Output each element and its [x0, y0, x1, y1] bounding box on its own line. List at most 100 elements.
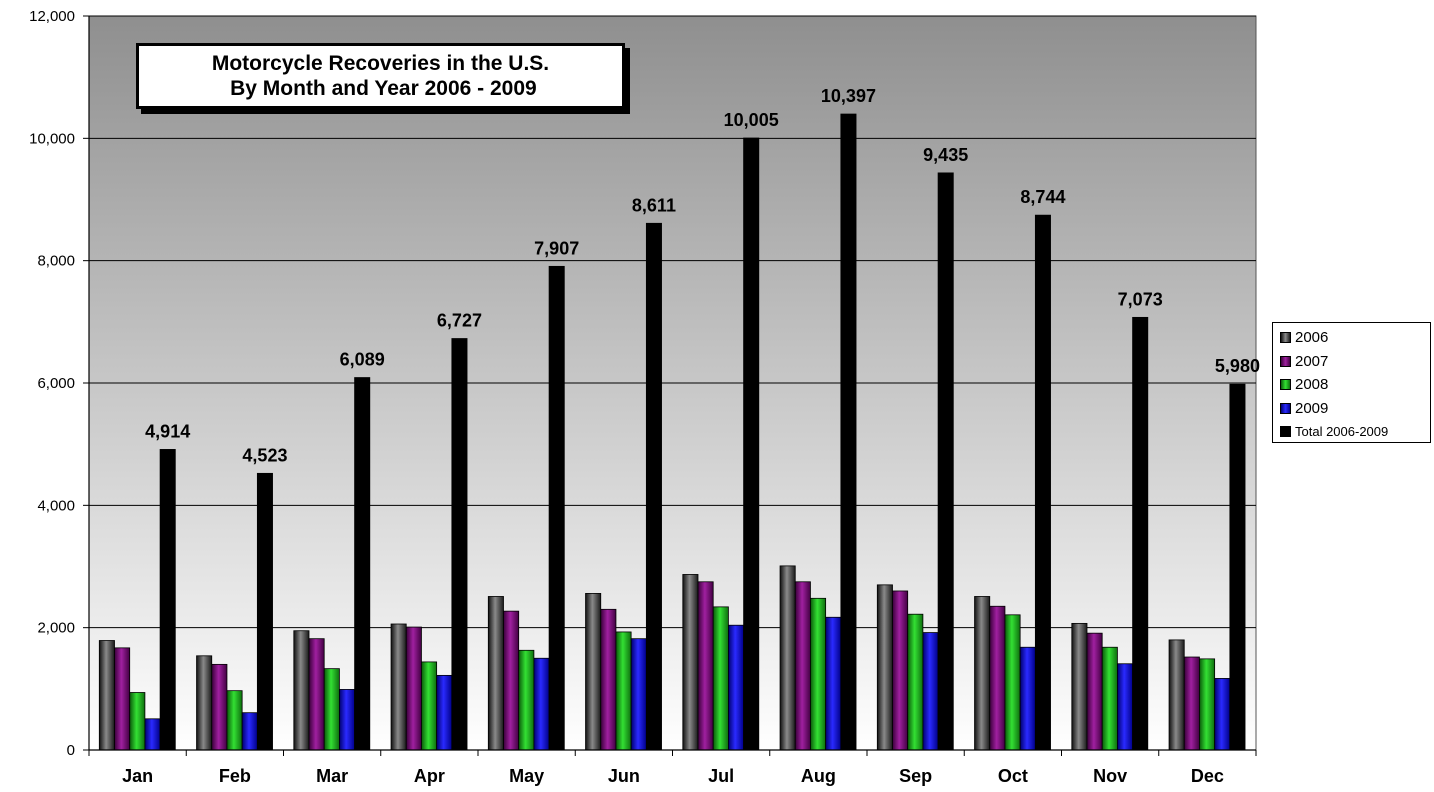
bar-2006-jun: [585, 593, 602, 751]
data-label-total: 9,435: [923, 145, 968, 165]
bar-2006-mar: [293, 630, 310, 751]
bar-total-2006-2009-oct: [1034, 214, 1051, 751]
bar-2007-mar: [308, 638, 325, 751]
bar-total-2006-2009-jul: [743, 137, 760, 751]
bar-total-2006-2009-may: [548, 265, 565, 751]
bar-2007-jul: [697, 581, 714, 751]
bar-2006-apr: [390, 623, 407, 751]
data-label-total: 5,980: [1215, 356, 1260, 376]
x-tick-label: Jun: [608, 766, 640, 786]
bar-2009-may: [533, 657, 550, 751]
bar-total-2006-2009-nov: [1132, 316, 1149, 751]
y-tick-label: 10,000: [29, 130, 75, 147]
x-tick-label: Sep: [899, 766, 932, 786]
bar-total-2006-2009-feb: [256, 472, 273, 751]
legend: 2006 2007 2008 2009 Total 2006-2009: [1272, 322, 1431, 443]
bar-2008-nov: [1101, 646, 1118, 751]
bar-total-2006-2009-dec: [1229, 383, 1246, 751]
x-tick-label: Nov: [1093, 766, 1127, 786]
y-tick-label: 6,000: [37, 375, 75, 392]
data-label-total: 8,611: [632, 195, 676, 215]
bar-2009-feb: [241, 712, 258, 751]
bar-2008-may: [518, 649, 535, 751]
bar-2007-nov: [1086, 632, 1103, 751]
bar-total-2006-2009-jun: [645, 222, 662, 751]
bar-2006-jul: [682, 574, 699, 751]
legend-label-total: Total 2006-2009: [1295, 424, 1389, 440]
x-tick-label: Jul: [708, 766, 734, 786]
bar-2006-feb: [196, 655, 213, 751]
bar-2006-nov: [1071, 622, 1088, 751]
bar-2006-aug: [779, 565, 796, 751]
legend-label-2006: 2006: [1295, 329, 1329, 347]
bar-2008-apr: [421, 661, 438, 751]
data-label-total: 4,523: [242, 445, 287, 465]
chart-title-line-2: By Month and Year 2006 - 2009: [224, 77, 537, 100]
bar-2009-jan: [144, 718, 161, 751]
bar-2008-sep: [907, 613, 924, 751]
x-tick-label: Dec: [1191, 766, 1224, 786]
legend-label-2009: 2009: [1295, 399, 1329, 417]
bar-2008-jul: [712, 606, 729, 751]
legend-item-2006: 2006: [1273, 326, 1430, 350]
bar-total-2006-2009-aug: [840, 113, 857, 751]
bar-2009-oct: [1019, 646, 1036, 751]
legend-swatch-2009: [1280, 402, 1291, 414]
legend-label-2008: 2008: [1295, 376, 1329, 394]
bar-2008-jan: [129, 692, 146, 751]
y-tick-label: 4,000: [37, 497, 75, 514]
bar-total-2006-2009-jan: [159, 449, 176, 751]
legend-item-2009: 2009: [1273, 397, 1430, 421]
data-label-total: 4,914: [145, 421, 190, 441]
bar-2009-dec: [1214, 678, 1231, 751]
bar-2007-jan: [114, 647, 131, 751]
bar-2009-sep: [922, 632, 939, 751]
bar-2008-jun: [615, 631, 632, 751]
x-tick-label: Mar: [316, 766, 348, 786]
data-label-total: 10,005: [724, 110, 779, 130]
bar-2006-jan: [98, 640, 115, 751]
bar-2009-mar: [338, 689, 355, 751]
bar-2009-jun: [630, 638, 647, 751]
bar-total-2006-2009-mar: [354, 377, 371, 751]
bar-2007-sep: [892, 590, 909, 751]
legend-item-2007: 2007: [1273, 350, 1430, 374]
y-tick-label: 0: [67, 742, 75, 759]
bar-2006-oct: [974, 596, 991, 751]
bar-2009-aug: [825, 616, 842, 751]
bar-2008-dec: [1199, 658, 1216, 751]
bar-2007-aug: [794, 581, 811, 751]
bar-2007-feb: [211, 663, 228, 751]
data-labels: 4,914 4,523 6,089 6,727 7,907 8,611 10,005 10,3…: [145, 86, 1260, 465]
bar-2009-nov: [1117, 663, 1134, 751]
bars: [98, 113, 1246, 751]
bar-2007-oct: [989, 605, 1006, 751]
bar-2007-apr: [405, 626, 422, 751]
x-tick-label: Apr: [414, 766, 445, 786]
x-tick-label: Aug: [801, 766, 836, 786]
data-label-total: 6,089: [340, 350, 385, 370]
axes: 0 2,000 4,000 6,000 8,000 10,000 12,000 Jan Feb M…: [29, 8, 1257, 786]
legend-item-total: Total 2006-2009: [1273, 420, 1430, 444]
data-label-total: 8,744: [1020, 187, 1065, 207]
y-tick-label: 2,000: [37, 620, 75, 637]
bar-2008-feb: [226, 690, 243, 751]
bar-2007-may: [503, 610, 520, 751]
bar-2008-aug: [810, 597, 827, 751]
gridlines: [89, 15, 1256, 629]
bar-total-2006-2009-apr: [451, 338, 468, 751]
legend-swatch-2006: [1280, 332, 1291, 344]
bar-2009-jul: [728, 624, 745, 751]
bar-2006-sep: [876, 584, 893, 751]
data-label-total: 6,727: [437, 311, 482, 331]
x-tick-label: Oct: [998, 766, 1028, 786]
bar-2008-mar: [323, 668, 340, 751]
legend-item-2008: 2008: [1273, 373, 1430, 397]
chart-title-box: Motorcycle Recoveries in the U.S. By Mon…: [136, 43, 625, 109]
x-tick-label: Feb: [219, 766, 251, 786]
chart-title-line-1: Motorcycle Recoveries in the U.S.: [211, 52, 550, 75]
bar-2009-apr: [436, 674, 453, 751]
legend-swatch-2007: [1280, 355, 1291, 367]
bar-2006-may: [487, 596, 504, 751]
